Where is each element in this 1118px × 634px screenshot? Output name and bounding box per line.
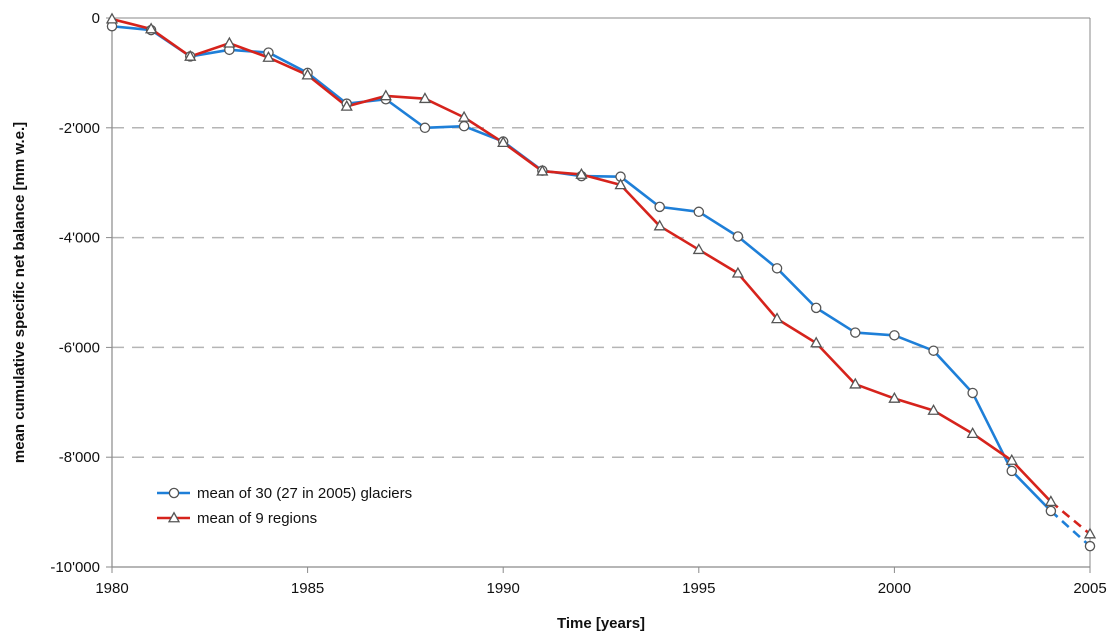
y-tick-label-1: -2'000 xyxy=(59,120,100,137)
legend-entry-glaciers: mean of 30 (27 in 2005) glaciers xyxy=(157,485,412,502)
point-0-1988 xyxy=(419,122,431,134)
series-line-dashed-0 xyxy=(1050,510,1091,548)
legend-entry-regions: mean of 9 regions xyxy=(157,510,317,527)
point-0-1996 xyxy=(732,231,744,242)
x-tick-label-0: 1980 xyxy=(95,580,128,597)
point-1-2005 xyxy=(1083,527,1097,539)
point-0-2003 xyxy=(1006,465,1018,477)
legend-marker-glaciers xyxy=(168,487,180,499)
tick-labels: 1980 1985 1990 1995 2000 2005 0 -2'000 -4'000 -6'… xyxy=(50,10,1106,597)
x-tick-label-3: 1995 xyxy=(682,580,715,597)
point-1-1996 xyxy=(731,266,745,278)
y-tick-label-4: -8'000 xyxy=(59,449,100,466)
point-0-2002 xyxy=(967,387,978,399)
series-line-1 xyxy=(111,17,1052,503)
point-0-1994 xyxy=(654,201,665,213)
point-1-1995 xyxy=(692,243,705,255)
x-axis-title: Time [years] xyxy=(557,615,645,632)
point-0-1989 xyxy=(458,120,470,132)
point-1-2003 xyxy=(1005,453,1018,465)
point-1-1980 xyxy=(105,12,119,24)
legend-marker-regions xyxy=(167,511,181,523)
point-1-1987 xyxy=(379,89,392,101)
x-tick-label-1: 1985 xyxy=(291,580,324,597)
point-0-2001 xyxy=(928,345,939,356)
point-1-2002 xyxy=(966,427,979,438)
point-1-2004 xyxy=(1044,495,1057,507)
x-tick-label-4: 2000 xyxy=(878,580,911,597)
point-1-1991 xyxy=(536,164,549,176)
axes xyxy=(106,17,1091,573)
series-line-0 xyxy=(111,24,1052,512)
legend-label-regions: mean of 9 regions xyxy=(197,510,317,527)
x-tick-label-2: 1990 xyxy=(487,580,520,597)
point-0-1998 xyxy=(810,302,822,314)
x-tick-label-5: 2005 xyxy=(1073,580,1106,597)
point-1-2001 xyxy=(927,403,940,415)
point-0-1997 xyxy=(771,263,783,274)
series xyxy=(105,12,1097,552)
point-1-1997 xyxy=(770,312,784,324)
point-1-1990 xyxy=(497,136,510,148)
point-1-1982 xyxy=(184,49,197,61)
point-1-1992 xyxy=(575,167,588,179)
point-1-1993 xyxy=(614,178,627,190)
legend-label-glaciers: mean of 30 (27 in 2005) glaciers xyxy=(197,485,412,502)
point-0-2004 xyxy=(1045,505,1057,517)
legend: mean of 30 (27 in 2005) glaciers mean of… xyxy=(157,485,412,527)
point-0-2000 xyxy=(889,330,900,341)
y-tick-label-0: 0 xyxy=(92,10,100,27)
point-1-1985 xyxy=(301,68,314,80)
y-tick-label-2: -4'000 xyxy=(59,230,100,247)
point-0-1999 xyxy=(850,327,861,338)
point-0-2005 xyxy=(1084,540,1096,552)
point-1-1981 xyxy=(145,22,158,34)
point-1-1989 xyxy=(457,110,471,122)
series-line-dashed-1 xyxy=(1050,500,1091,536)
point-1-1998 xyxy=(810,336,823,348)
point-1-1999 xyxy=(849,377,862,389)
point-1-2000 xyxy=(888,391,901,403)
point-1-1984 xyxy=(262,50,275,62)
point-1-1994 xyxy=(653,219,666,231)
point-0-1995 xyxy=(693,206,705,218)
y-tick-label-5: -10'000 xyxy=(50,559,100,576)
y-axis-title: mean cumulative specific net balance [mm… xyxy=(11,122,28,463)
point-1-1983 xyxy=(223,36,236,48)
point-1-1988 xyxy=(418,92,432,104)
point-1-1986 xyxy=(340,99,353,111)
grid xyxy=(112,127,1090,458)
y-tick-label-3: -6'000 xyxy=(59,339,100,356)
